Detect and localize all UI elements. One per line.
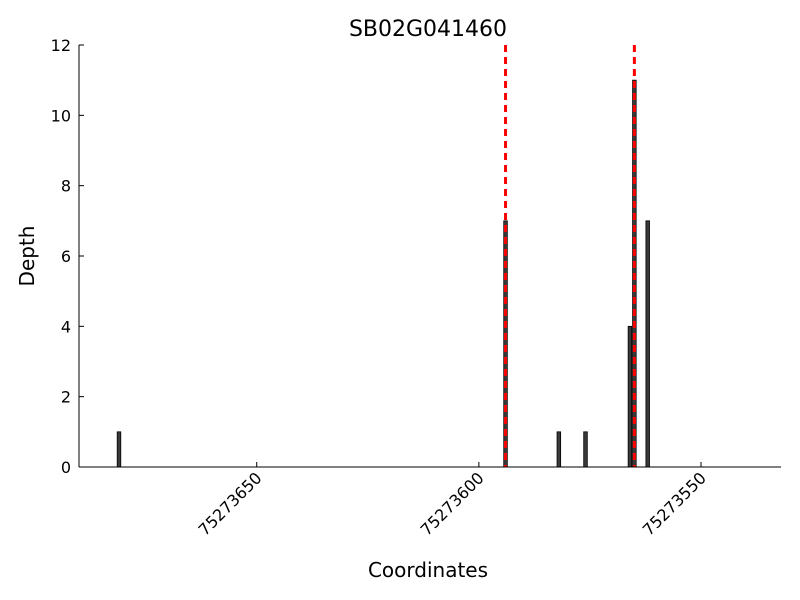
y-tick-label: 12 [51,36,71,55]
y-tick-label: 10 [51,106,71,125]
y-tick-label: 4 [61,317,71,336]
x-axis-label: Coordinates [368,558,488,582]
bar [627,325,633,468]
x-tick-label: 75273600 [417,468,488,539]
bar [116,431,122,468]
axes-group [78,45,781,468]
y-tick-label: 8 [61,177,71,196]
chart-title: SB02G041460 [349,17,507,42]
x-tick-label: 75273650 [195,468,266,539]
x-tick-label: 75273550 [639,468,710,539]
bar [583,431,588,468]
markers-group [504,45,636,467]
y-tick-label: 0 [61,458,71,477]
bar [645,220,650,468]
bars-group [116,79,650,468]
y-axis-label: Depth [15,226,39,287]
x-ticks-group: 75273650 75273600 75273550 [195,462,710,539]
y-tick-label: 2 [61,388,71,407]
y-tick-label: 6 [61,247,71,266]
bar [556,431,562,468]
y-ticks-group: 0 2 4 6 8 10 12 [51,36,84,477]
